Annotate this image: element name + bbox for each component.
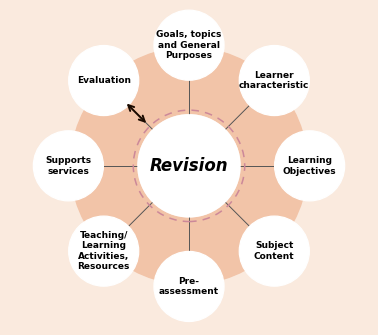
Text: Pre-
assessment: Pre- assessment bbox=[159, 277, 219, 296]
Circle shape bbox=[69, 46, 139, 116]
Text: Learning
Objectives: Learning Objectives bbox=[283, 156, 336, 176]
Circle shape bbox=[33, 131, 104, 201]
Text: Evaluation: Evaluation bbox=[77, 76, 131, 85]
Text: Goals, topics
and General
Purposes: Goals, topics and General Purposes bbox=[156, 30, 222, 60]
Circle shape bbox=[137, 114, 241, 217]
Circle shape bbox=[154, 252, 224, 322]
Circle shape bbox=[69, 216, 139, 286]
Circle shape bbox=[239, 216, 309, 286]
Text: Supports
services: Supports services bbox=[45, 156, 91, 176]
Text: Revision: Revision bbox=[150, 157, 228, 175]
Circle shape bbox=[71, 47, 307, 284]
Text: Teaching/
Learning
Activities,
Resources: Teaching/ Learning Activities, Resources bbox=[77, 231, 130, 271]
Circle shape bbox=[239, 46, 309, 116]
Circle shape bbox=[154, 10, 224, 80]
Text: Learner
characteristic: Learner characteristic bbox=[239, 71, 310, 90]
Circle shape bbox=[137, 114, 241, 217]
Text: Subject
Content: Subject Content bbox=[254, 242, 294, 261]
Circle shape bbox=[274, 131, 345, 201]
